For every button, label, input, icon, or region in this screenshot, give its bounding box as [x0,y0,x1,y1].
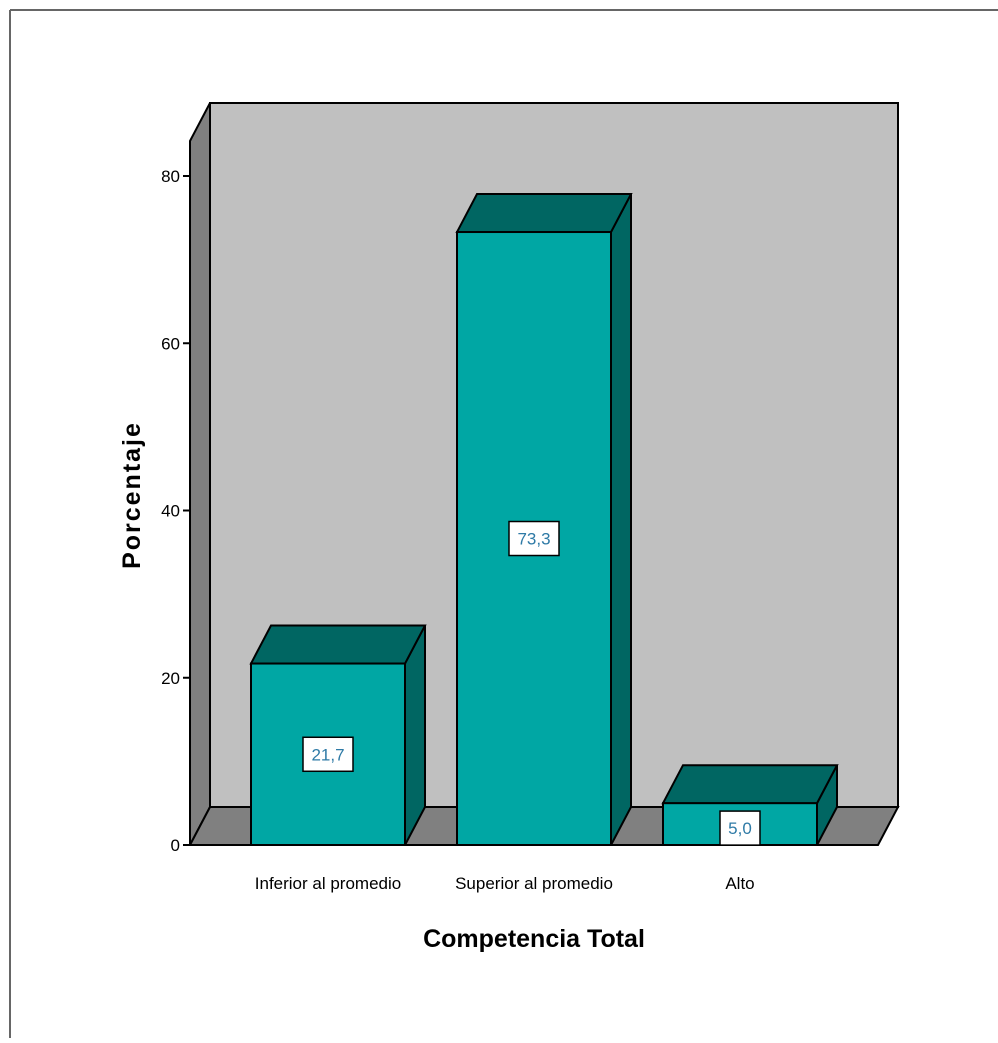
y-tick-label-60: 60 [161,334,180,353]
data-label: 21,7 [311,745,344,764]
bar-side [610,193,632,846]
data-label-box [302,736,354,773]
data-label: 5,0 [728,819,752,838]
bar-top [249,624,427,665]
data-label-box [508,520,560,557]
y-tick-label-80: 80 [161,167,180,186]
y-axis: 0 20 40 60 80 [161,167,191,855]
category-label: Alto [725,874,754,893]
x-axis-title: Competencia Total [423,925,645,953]
data-label-box [719,810,761,846]
y-tick-label-0: 0 [171,836,180,855]
category-label: Inferior al promedio [255,874,401,893]
data-label: 73,3 [517,530,550,549]
bar-1: 21,7 [249,624,427,846]
side-wall [189,102,211,846]
y-tick-label-40: 40 [161,502,180,521]
bar-2: 73,3 [455,193,633,846]
y-tick-label-20: 20 [161,669,180,688]
bar-3: 5,0 [661,764,839,846]
category-label: Superior al promedio [455,874,613,893]
bar-top [455,193,633,234]
bar-top [661,764,839,805]
y-axis-title: Porcentaje [118,421,146,569]
bars: 21,7 73,3 5,0 [249,193,839,846]
x-axis: Inferior al promedio Superior al promedio… [255,874,755,893]
